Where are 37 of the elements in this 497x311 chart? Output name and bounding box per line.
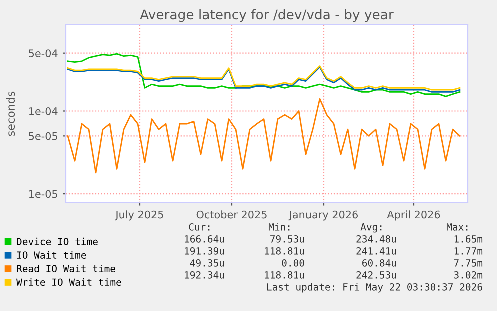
line-series — [67, 98, 461, 174]
text: 242.53u — [356, 271, 396, 279]
chart-title: Average latency for /dev/vda - by year — [140, 9, 394, 22]
text: 118.81u — [265, 247, 304, 255]
line-series — [67, 53, 461, 98]
y-axis-title: seconds — [6, 92, 16, 136]
text: 49.35u — [190, 259, 224, 267]
y-tick-label: 1e-05 — [29, 190, 58, 198]
y-tick-label: 5e-04 — [29, 50, 58, 58]
text: 234.48u — [356, 235, 396, 243]
x-tick-label: July 2025 — [115, 210, 164, 221]
x-tick-label: October 2025 — [196, 210, 267, 219]
text: 0.00 — [282, 259, 304, 267]
legend-label: Read IO Wait time — [17, 265, 116, 273]
x-tick-label: January 2026 — [288, 210, 358, 221]
text: Last update: Fri May 22 03:30:37 2026 — [267, 283, 482, 293]
text: 1.65m — [454, 235, 483, 243]
text: 192.34u — [185, 271, 224, 279]
y-tick-label: 1e-04 — [29, 107, 58, 116]
y-tick-label: 5e-05 — [29, 132, 58, 140]
x-tick-label: April 2026 — [387, 210, 440, 221]
text: Max: — [446, 224, 468, 231]
text: 241.41u — [356, 247, 396, 255]
text: 191.39u — [185, 247, 224, 255]
legend-label: IO Wait time — [17, 251, 86, 259]
legend-label: Device IO time — [17, 238, 98, 246]
legend-label: Write IO Wait time — [16, 278, 122, 286]
text: Cur: — [189, 223, 210, 231]
text: 3.02m — [454, 271, 483, 279]
text: 118.81u — [265, 271, 304, 279]
text: 166.64u — [185, 235, 224, 243]
text: 60.84u — [362, 259, 396, 267]
text: 7.75m — [454, 260, 483, 267]
text: 1.77m — [454, 248, 483, 255]
text: Min: — [268, 223, 290, 231]
text: Avg: — [360, 224, 382, 233]
text: 79.53u — [270, 235, 304, 243]
